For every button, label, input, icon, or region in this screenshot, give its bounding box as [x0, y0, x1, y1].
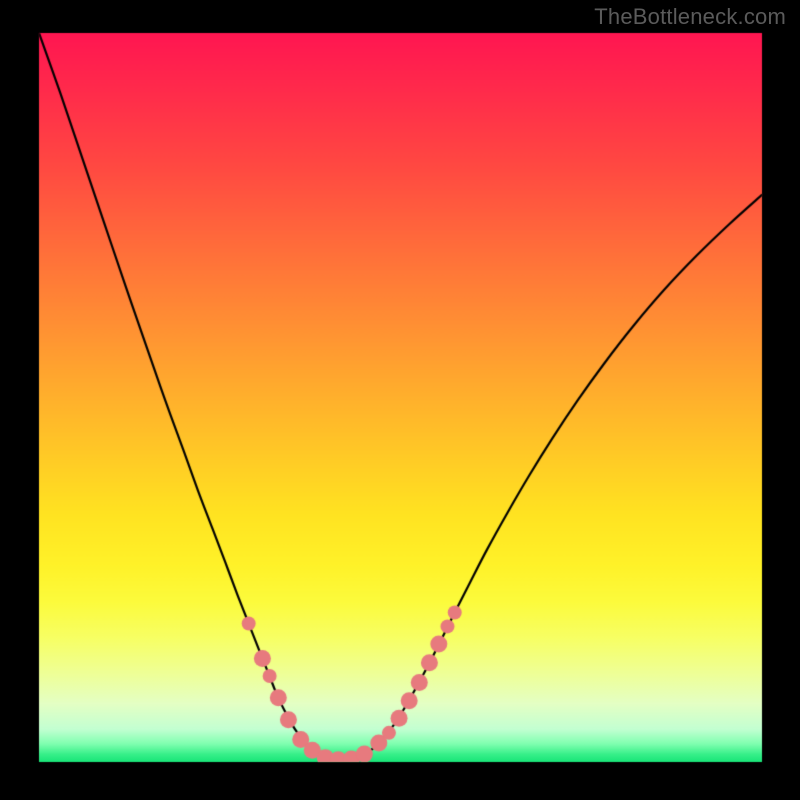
curve-layer — [0, 0, 800, 800]
chart-stage: TheBottleneck.com — [0, 0, 800, 800]
watermark-text: TheBottleneck.com — [594, 4, 786, 30]
